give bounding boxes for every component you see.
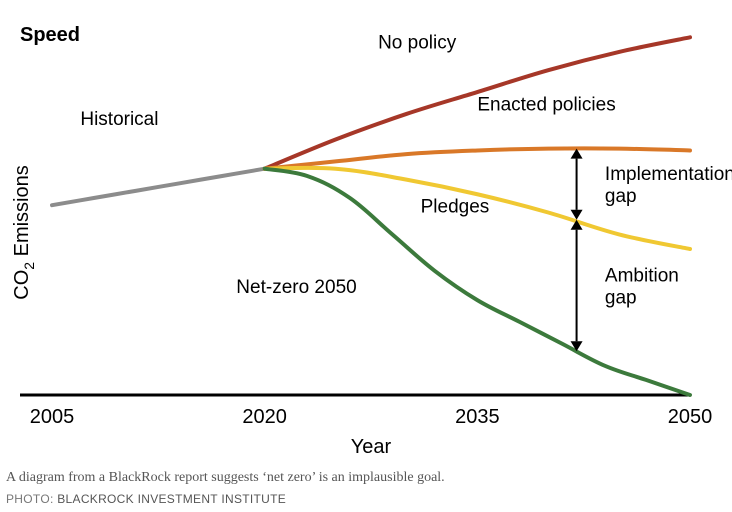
label-historical: Historical (80, 109, 158, 130)
implementation-gap-label: Implementationgap (605, 164, 732, 207)
emissions-chart: Historical No policy Enacted policies Pl… (0, 0, 732, 512)
x-tick-labels: 2005 2020 2035 2050 (30, 406, 713, 428)
photo-credit: PHOTO: BLACKROCK INVESTMENT INSTITUTE (6, 492, 286, 506)
label-pledges: Pledges (421, 197, 490, 218)
label-enacted: Enacted policies (477, 94, 615, 115)
svg-text:2035: 2035 (455, 406, 500, 428)
photo-credit-value: BLACKROCK INVESTMENT INSTITUTE (57, 492, 286, 506)
label-no-policy: No policy (378, 32, 457, 53)
photo-credit-label: PHOTO: (6, 492, 54, 506)
x-axis-label: Year (351, 436, 392, 458)
series-historical (52, 169, 265, 206)
implementation-gap-arrow (571, 149, 583, 220)
ambition-gap-arrow (571, 220, 583, 351)
chart-container: { "title": "Speed", "chart": { "type": "… (0, 0, 732, 512)
svg-text:2005: 2005 (30, 406, 75, 428)
ambition-gap-label: Ambitiongap (605, 266, 679, 309)
svg-text:2020: 2020 (242, 406, 287, 428)
label-net-zero: Net-zero 2050 (236, 277, 356, 298)
caption: A diagram from a BlackRock report sugges… (6, 470, 445, 486)
svg-text:2050: 2050 (668, 406, 713, 428)
y-axis-label: CO2 Emissions (11, 165, 37, 300)
